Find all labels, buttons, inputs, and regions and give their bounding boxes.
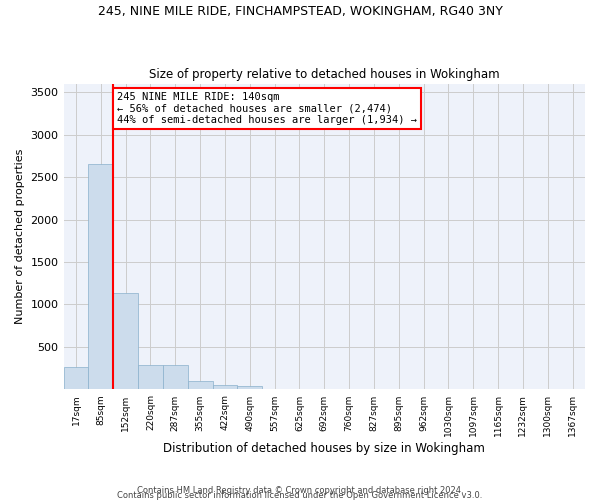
X-axis label: Distribution of detached houses by size in Wokingham: Distribution of detached houses by size … (163, 442, 485, 455)
Text: Contains public sector information licensed under the Open Government Licence v3: Contains public sector information licen… (118, 491, 482, 500)
Bar (188, 382, 212, 390)
Y-axis label: Number of detached properties: Number of detached properties (15, 149, 25, 324)
Bar (113, 292, 138, 390)
Bar (64, 366, 88, 390)
Bar (212, 385, 238, 390)
Text: 245 NINE MILE RIDE: 140sqm
← 56% of detached houses are smaller (2,474)
44% of s: 245 NINE MILE RIDE: 140sqm ← 56% of deta… (117, 92, 417, 126)
Text: 245, NINE MILE RIDE, FINCHAMPSTEAD, WOKINGHAM, RG40 3NY: 245, NINE MILE RIDE, FINCHAMPSTEAD, WOKI… (98, 5, 502, 18)
Text: Contains HM Land Registry data © Crown copyright and database right 2024.: Contains HM Land Registry data © Crown c… (137, 486, 463, 495)
Bar (238, 386, 262, 390)
Bar (163, 365, 188, 390)
Title: Size of property relative to detached houses in Wokingham: Size of property relative to detached ho… (149, 68, 500, 81)
Bar (138, 365, 163, 390)
Bar (88, 164, 113, 390)
